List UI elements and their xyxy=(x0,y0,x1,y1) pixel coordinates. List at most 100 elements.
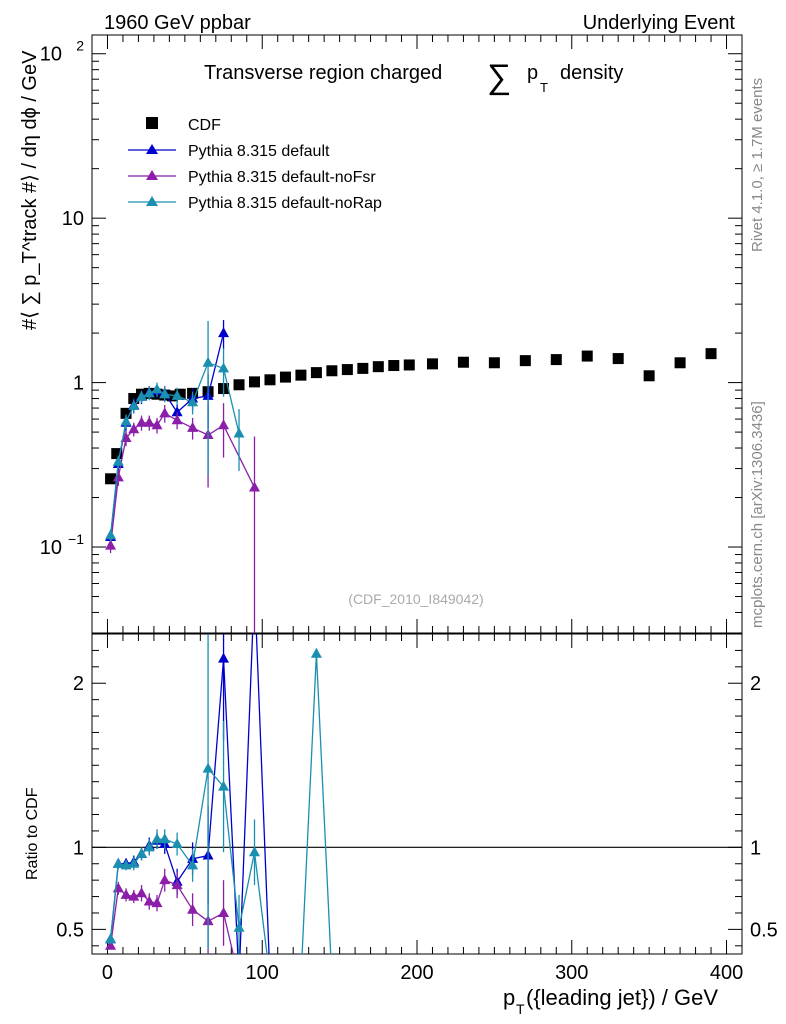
legend-label-cdf: CDF xyxy=(188,117,221,134)
ratio-ticks: 0 100 200 300 400 0.5 0.5 1 1 2 2 xyxy=(56,634,778,984)
title-sub: T xyxy=(540,80,548,95)
title-sum: ∑ xyxy=(487,58,511,96)
series-point xyxy=(218,419,230,430)
legend-marker-nofsr xyxy=(146,170,158,180)
ratio-point xyxy=(143,841,155,852)
ratio-point xyxy=(112,882,124,893)
series-point xyxy=(171,406,183,417)
ratio-point xyxy=(120,888,132,899)
main-series xyxy=(105,320,717,633)
ratio-ytick-label-right: 1 xyxy=(750,837,761,859)
rivet-label: Rivet 4.1.0, ≥ 1.7M events xyxy=(749,78,766,252)
ratio-xtick-label: 300 xyxy=(555,962,588,984)
cdf-point xyxy=(249,376,260,388)
ratio-point xyxy=(159,874,171,885)
cdf-point xyxy=(372,361,384,373)
ratio-line xyxy=(109,634,270,954)
series-point xyxy=(143,416,155,427)
cdf-point xyxy=(111,448,123,460)
series-point xyxy=(218,327,230,338)
ratio-point xyxy=(136,887,148,898)
cdf-point xyxy=(264,374,276,386)
ratio-ylabel: Ratio to CDF xyxy=(24,787,41,880)
series-point xyxy=(128,423,140,434)
xlabel-sub: T xyxy=(516,1001,525,1017)
cdf-point xyxy=(674,357,686,369)
watermark: (CDF_2010_I849042) xyxy=(348,591,483,607)
ratio-point xyxy=(151,897,163,908)
ratio-xtick-label: 200 xyxy=(400,962,433,984)
ratio-ytick-label: 0.5 xyxy=(56,919,84,941)
cdf-point xyxy=(388,360,400,372)
series-point xyxy=(151,383,163,394)
xlabel-rest: ({leading jet}) / GeV xyxy=(526,985,718,1010)
ratio-series-2 xyxy=(105,634,332,954)
ratio-point xyxy=(233,921,245,932)
legend-marker-norap xyxy=(146,196,158,206)
ratio-xtick-label: 400 xyxy=(710,962,743,984)
ratio-point xyxy=(112,857,124,868)
ratio-point xyxy=(128,890,140,901)
title-end: density xyxy=(560,62,623,84)
series-point xyxy=(128,400,140,411)
source-label: mcplots.cern.ch [arXiv:1306.3436] xyxy=(749,401,766,628)
cdf-point xyxy=(643,370,655,382)
series-point xyxy=(120,415,132,426)
main-ytick-label: 10 xyxy=(40,44,62,66)
main-ylabel-text: #⟨ ∑ p_T^track #⟩ / dη dϕ / GeV xyxy=(19,50,41,330)
series-point xyxy=(151,419,163,430)
series-point xyxy=(112,455,124,466)
main-ylabel: #⟨ ∑ p_T^track #⟩ / dη dϕ / GeV xyxy=(19,50,41,330)
ratio-series-0 xyxy=(105,634,270,954)
cdf-point xyxy=(426,358,438,370)
ratio-point xyxy=(143,895,155,906)
cdf-point xyxy=(295,369,307,381)
cdf-point xyxy=(233,379,245,391)
ratio-point xyxy=(218,652,230,663)
cdf-point xyxy=(174,388,186,400)
series-point xyxy=(249,481,260,492)
ratio-point xyxy=(218,906,230,917)
main-ytick-exponent: 2 xyxy=(76,38,84,54)
ratio-xtick-label: 0 xyxy=(102,962,113,984)
ratio-line xyxy=(109,653,332,954)
series-point xyxy=(105,539,117,550)
cdf-point xyxy=(550,354,562,366)
cdf-point xyxy=(705,348,717,360)
cdf-point xyxy=(581,350,593,362)
ratio-ytick-label: 2 xyxy=(73,673,84,695)
series-point xyxy=(136,416,148,427)
series-point xyxy=(171,389,183,400)
series-point xyxy=(171,414,183,425)
main-ticks: 10 −1 1 10 10 2 xyxy=(40,35,742,634)
series-point xyxy=(218,362,230,373)
header-left: 1960 GeV ppbar xyxy=(104,12,251,34)
ratio-ytick-label-right: 2 xyxy=(750,673,761,695)
ratio-point xyxy=(171,838,183,849)
legend: CDF Pythia 8.315 default Pythia 8.315 de… xyxy=(128,117,382,212)
cdf-point xyxy=(457,356,469,368)
ratio-series-1 xyxy=(105,868,234,954)
header-right: Underlying Event xyxy=(583,12,736,34)
title-p: p xyxy=(527,62,538,84)
series-point xyxy=(159,388,171,399)
main-ytick-label: 10 xyxy=(62,208,84,230)
series-point xyxy=(159,407,171,418)
series-point xyxy=(187,396,199,407)
ratio-frame xyxy=(91,633,743,955)
ratio-point xyxy=(136,847,148,858)
main-ytick-label: 10 xyxy=(40,537,62,559)
legend-marker-default xyxy=(146,144,158,154)
ratio-point xyxy=(187,859,199,870)
cdf-point xyxy=(105,473,117,485)
cdf-point xyxy=(326,365,338,377)
ratio-point xyxy=(128,857,140,868)
xlabel-p: p xyxy=(503,985,515,1010)
series-point xyxy=(202,356,214,367)
legend-label-nofsr: Pythia 8.315 default-noFsr xyxy=(188,169,376,186)
cdf-point xyxy=(279,371,291,383)
ratio-point xyxy=(218,780,230,791)
ratio-point xyxy=(249,846,260,857)
ratio-point xyxy=(202,762,214,773)
